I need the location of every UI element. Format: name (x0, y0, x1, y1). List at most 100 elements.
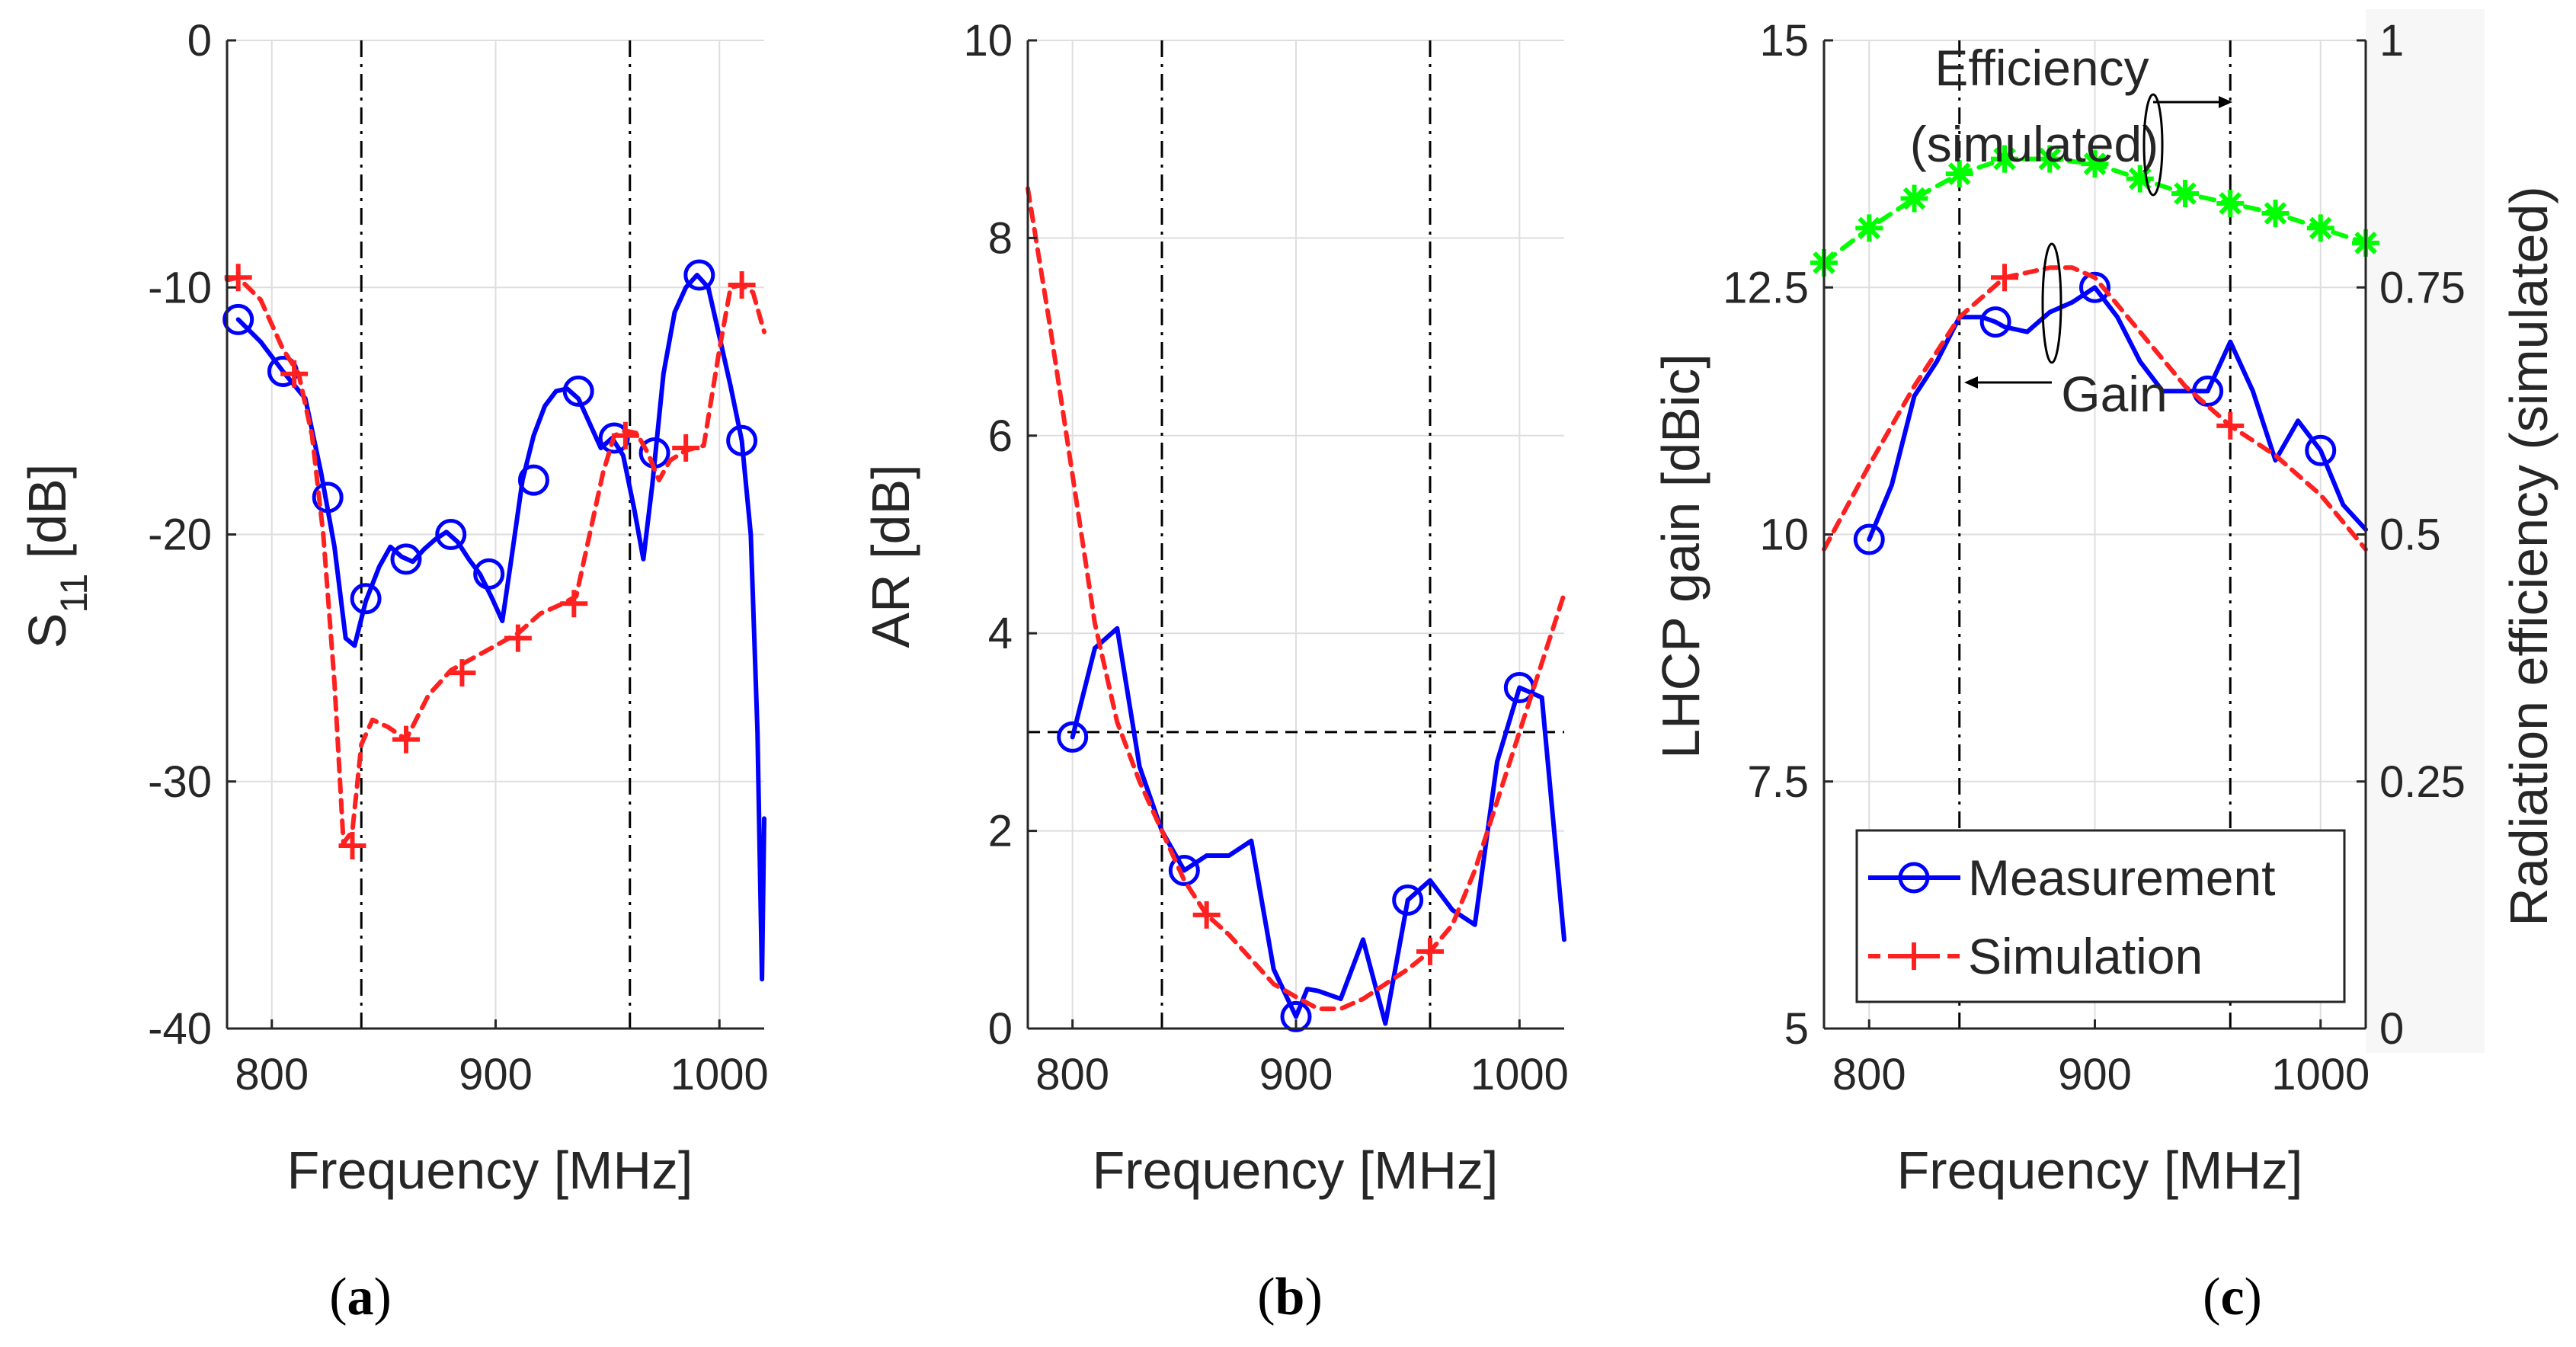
panel-caption: (b) (1257, 1268, 1323, 1326)
data-point-measurement (1057, 721, 1089, 753)
gain-arrow-head (1964, 376, 1978, 389)
data-point-simulation (611, 421, 639, 450)
data-point-simulation (448, 659, 476, 687)
data-point-simulation (2216, 411, 2245, 440)
data-point-measurement (390, 543, 422, 575)
y-tick-label: 5 (1784, 1004, 1809, 1054)
data-point-measurement (517, 464, 549, 496)
x-axis-label: Frequency [MHz] (1093, 1141, 1499, 1200)
y-axis-label: S11 [dB] (18, 464, 95, 649)
efficiency-bracket-ellipse (2142, 93, 2164, 197)
x-tick-label: 800 (1035, 1050, 1109, 1099)
data-point-measurement (598, 422, 630, 454)
y-axis-label: AR [dB] (861, 464, 920, 648)
y-tick-label-right: 0.25 (2379, 757, 2466, 807)
x-tick-label: 800 (235, 1050, 309, 1099)
y-tick-label: -10 (148, 263, 212, 312)
x-tick-label: 1000 (1470, 1050, 1569, 1099)
data-point-simulation (560, 590, 588, 618)
right-tick-label-backing (2366, 9, 2485, 1053)
y-tick-label: 12.5 (1723, 263, 1809, 312)
y-axis-label: LHCP gain [dBic] (1651, 354, 1710, 759)
y-tick-label: 6 (988, 411, 1013, 461)
data-point-simulation (1416, 937, 1444, 965)
data-point-measurement (1280, 1000, 1312, 1032)
data-point-simulation (392, 725, 420, 753)
data-point-efficiency-simulated (2081, 150, 2109, 178)
y-tick-label-right: 0 (2379, 1004, 2404, 1054)
data-point-measurement (435, 519, 467, 550)
data-point-measurement (726, 424, 758, 456)
efficiency-annotation-line1: Efficiency (1934, 40, 2149, 96)
legend-marker-simulation (1900, 942, 1928, 970)
data-point-efficiency-simulated (2126, 165, 2154, 193)
data-point-measurement (562, 375, 594, 407)
y-tick-label-right: 0.5 (2379, 510, 2441, 560)
gain-annotation: Gain (2061, 366, 2167, 422)
legend-box (1855, 829, 2346, 1003)
x-tick-label: 900 (459, 1050, 533, 1099)
panel-b: 800 900 1000 0 2 4 6 8 10 Frequency [MHz] AR [d… (861, 16, 1569, 1326)
data-point-simulation (728, 271, 756, 299)
data-point-measurement (1392, 884, 1424, 916)
data-point-efficiency-simulated (2171, 180, 2199, 208)
data-point-measurement (2305, 434, 2337, 466)
data-point-efficiency-simulated (1855, 214, 1883, 242)
efficiency-annotation-line2: (simulated) (1910, 116, 2158, 172)
legend-label-simulation: Simulation (1968, 928, 2203, 984)
y-tick-label: 10 (963, 16, 1013, 66)
data-point-efficiency-simulated (1991, 145, 2018, 173)
y-tick-label: 0 (988, 1004, 1013, 1054)
y-tick-label: -20 (148, 510, 212, 560)
y-tick-label: -40 (148, 1004, 212, 1054)
panel-a: 800 900 1000 0 -10 -20 -30 -40 Frequency [MHz]… (18, 16, 769, 1326)
x-axis-label: Frequency [MHz] (287, 1141, 693, 1200)
data-point-measurement (683, 259, 715, 291)
y-tick-label: 7.5 (1747, 757, 1809, 807)
x-tick-label: 800 (1832, 1050, 1906, 1099)
series-line-measurement (235, 273, 766, 982)
legend: Measurement Simulation (1855, 829, 2346, 1003)
y-tick-label: 4 (988, 609, 1013, 658)
data-point-simulation (1991, 264, 2018, 292)
panel-caption: (c) (2203, 1268, 2262, 1326)
data-point-measurement (312, 482, 344, 514)
data-point-efficiency-simulated (2306, 214, 2334, 242)
y-tick-label: 15 (1759, 16, 1809, 66)
y-tick-label-right: 0.75 (2379, 263, 2466, 312)
data-point-measurement (473, 558, 505, 590)
y-tick-label: 8 (988, 213, 1013, 263)
series-line-simulation (1822, 265, 2368, 552)
series-line-simulation (1026, 186, 1566, 1012)
y-tick-label: 2 (988, 807, 1013, 856)
x-axis-label: Frequency [MHz] (1897, 1141, 2303, 1200)
data-point-efficiency-simulated (2216, 190, 2245, 218)
y-tick-label: -30 (148, 757, 212, 807)
data-point-simulation (338, 832, 366, 860)
y-tick-label-right: 1 (2379, 16, 2404, 66)
y-tick-label: 10 (1759, 510, 1809, 560)
y-tick-label: 0 (187, 16, 212, 66)
y-axis-label-right: Radiation efficiency (simulated) (2499, 186, 2558, 926)
legend-label-measurement: Measurement (1968, 849, 2276, 906)
panel-c: 800 900 1000 5 7.5 10 12.5 15 0 0.25 0.5 0.75 1 Fr… (1651, 9, 2558, 1326)
data-point-measurement (1853, 523, 1885, 555)
data-point-efficiency-simulated (1900, 184, 1928, 213)
x-tick-label: 900 (2058, 1050, 2132, 1099)
x-tick-label: 900 (1259, 1050, 1333, 1099)
legend-marker-measurement (1898, 862, 1930, 894)
data-point-efficiency-simulated (2036, 145, 2064, 173)
data-point-efficiency-simulated (2261, 199, 2290, 227)
gain-bracket-ellipse (2041, 242, 2062, 364)
data-point-measurement (2192, 375, 2224, 407)
x-tick-label: 1000 (2271, 1050, 2370, 1099)
data-point-simulation (672, 434, 700, 462)
efficiency-arrow-head (2219, 96, 2232, 108)
data-point-measurement (1168, 854, 1200, 886)
data-point-efficiency-simulated (1945, 160, 1973, 188)
data-point-measurement (2079, 271, 2110, 303)
data-point-measurement (350, 583, 382, 615)
x-tick-label: 1000 (670, 1050, 769, 1099)
data-point-simulation (504, 624, 532, 652)
